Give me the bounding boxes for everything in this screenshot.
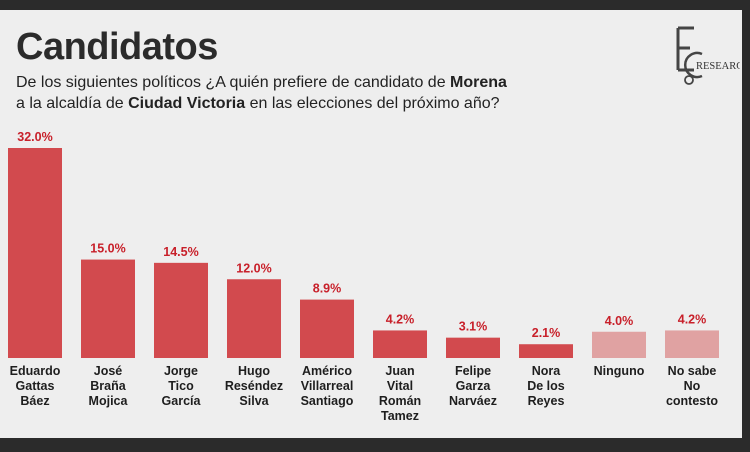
logo-text: RESEARCH [696,61,740,72]
value-label-7: 2.1% [532,326,561,340]
bar-2 [154,262,208,358]
bar-0 [8,148,62,358]
bar-4 [300,299,354,358]
chart-subtitle: De los siguientes políticos ¿A quién pre… [16,72,576,114]
subtitle-city: Ciudad Victoria [128,95,246,112]
bar-1 [81,259,135,358]
category-label-1: José Braña Mojica [89,364,129,408]
bar-7 [519,344,573,358]
subtitle-part-1: De los siguientes políticos ¿A quién pre… [16,74,451,91]
value-label-6: 3.1% [459,320,488,334]
category-label-2: Jorge Tico García [162,364,202,408]
subtitle-part-2: a la alcaldía de [16,95,129,112]
subtitle-part-3: en las elecciones del próximo año? [245,95,500,112]
category-label-4: Américo Villarreal Santiago [301,364,354,408]
chart-panel: Candidatos De los siguientes políticos ¿… [0,10,742,438]
value-label-8: 4.0% [605,314,634,328]
category-label-3: Hugo Reséndez Silva [225,364,283,408]
category-label-6: Felipe Garza Narváez [449,364,497,408]
bar-9 [665,330,719,358]
category-label-9: No sabe No contesto [666,364,718,408]
value-label-5: 4.2% [386,312,415,326]
value-label-1: 15.0% [90,242,125,256]
bar-3 [227,279,281,358]
value-label-4: 8.9% [313,282,342,296]
bar-6 [446,337,500,358]
category-label-8: Ninguno [594,364,645,378]
value-label-0: 32.0% [17,130,52,144]
bar-5 [373,330,427,358]
subtitle-party: Morena [450,74,507,91]
bar-8 [592,331,646,358]
ec-research-logo: RESEARCH [676,26,740,85]
value-label-9: 4.2% [678,312,707,326]
category-label-0: Eduardo Gattas Báez [10,364,61,408]
category-label-7: Nora De los Reyes [527,364,565,408]
value-label-2: 14.5% [163,245,198,259]
category-label-5: Juan Vital Román Tamez [379,364,421,423]
page-title: Candidatos [16,26,218,68]
value-label-3: 12.0% [236,261,271,275]
